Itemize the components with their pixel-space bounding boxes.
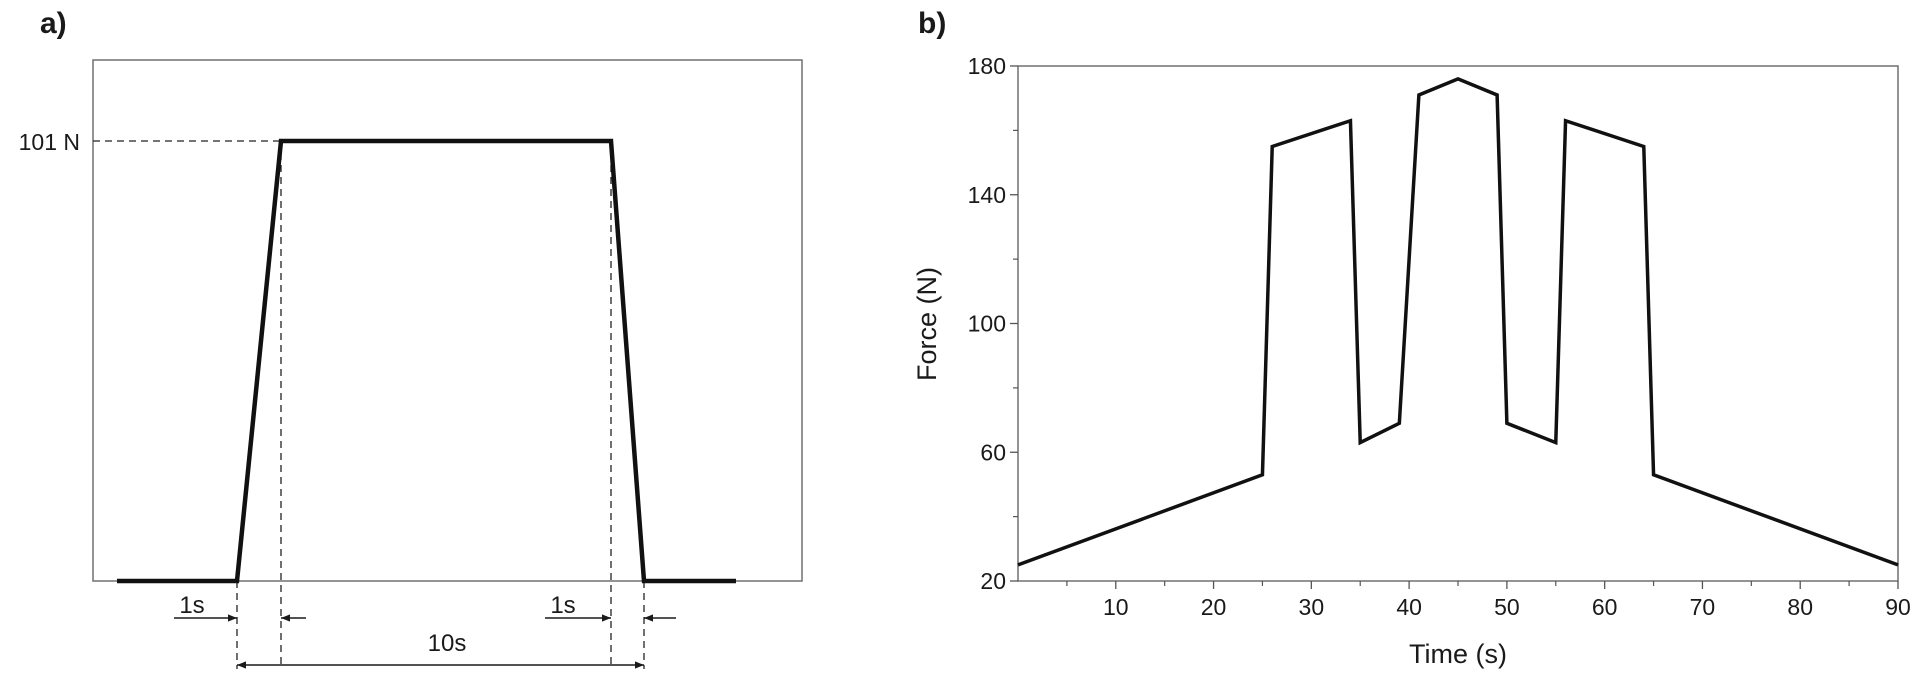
load-profile-line (117, 138, 736, 584)
panel-b: b) 10 20 30 40 50 60 70 80 90 20 60 100 140 180 Time … (912, 7, 1911, 669)
panel-b-frame (1017, 65, 1899, 582)
x-tick-label: 50 (1494, 594, 1520, 620)
x-tick-label: 70 (1690, 594, 1716, 620)
x-tick-label: 10 (1103, 594, 1129, 620)
panel-a-frame (92, 59, 803, 582)
hold-duration-label: 10s (428, 630, 467, 657)
x-tick-label: 40 (1396, 594, 1422, 620)
y-tick-label: 140 (968, 182, 1006, 208)
y-axis-title: Force (N) (912, 267, 942, 381)
y-tick-label: 180 (968, 53, 1006, 79)
ramp-up-label: 1s (179, 592, 204, 619)
y-tick-label: 20 (980, 568, 1006, 594)
panel-b-axes: 10 20 30 40 50 60 70 80 90 20 60 100 140 180 (968, 53, 1911, 620)
panel-a-label: a) (40, 7, 67, 40)
panel-b-label: b) (918, 7, 946, 40)
x-tick-label: 60 (1592, 594, 1618, 620)
x-tick-label: 80 (1787, 594, 1813, 620)
x-tick-label: 20 (1201, 594, 1227, 620)
ramp-down-label: 1s (550, 592, 575, 619)
panel-a-dimensions (174, 614, 676, 669)
panel-a-guides (93, 140, 645, 669)
level-label: 101 N (19, 129, 80, 155)
x-tick-label: 90 (1885, 594, 1911, 620)
panel-b-series (1017, 76, 1899, 567)
panel-a: a) 101 N 1s 1s 10s (19, 7, 803, 669)
force-series-line (1017, 76, 1899, 567)
y-tick-label: 100 (968, 311, 1006, 337)
x-axis-title: Time (s) (1409, 639, 1507, 669)
panel-a-series (117, 138, 736, 584)
y-tick-label: 60 (980, 439, 1006, 465)
x-tick-label: 30 (1299, 594, 1325, 620)
